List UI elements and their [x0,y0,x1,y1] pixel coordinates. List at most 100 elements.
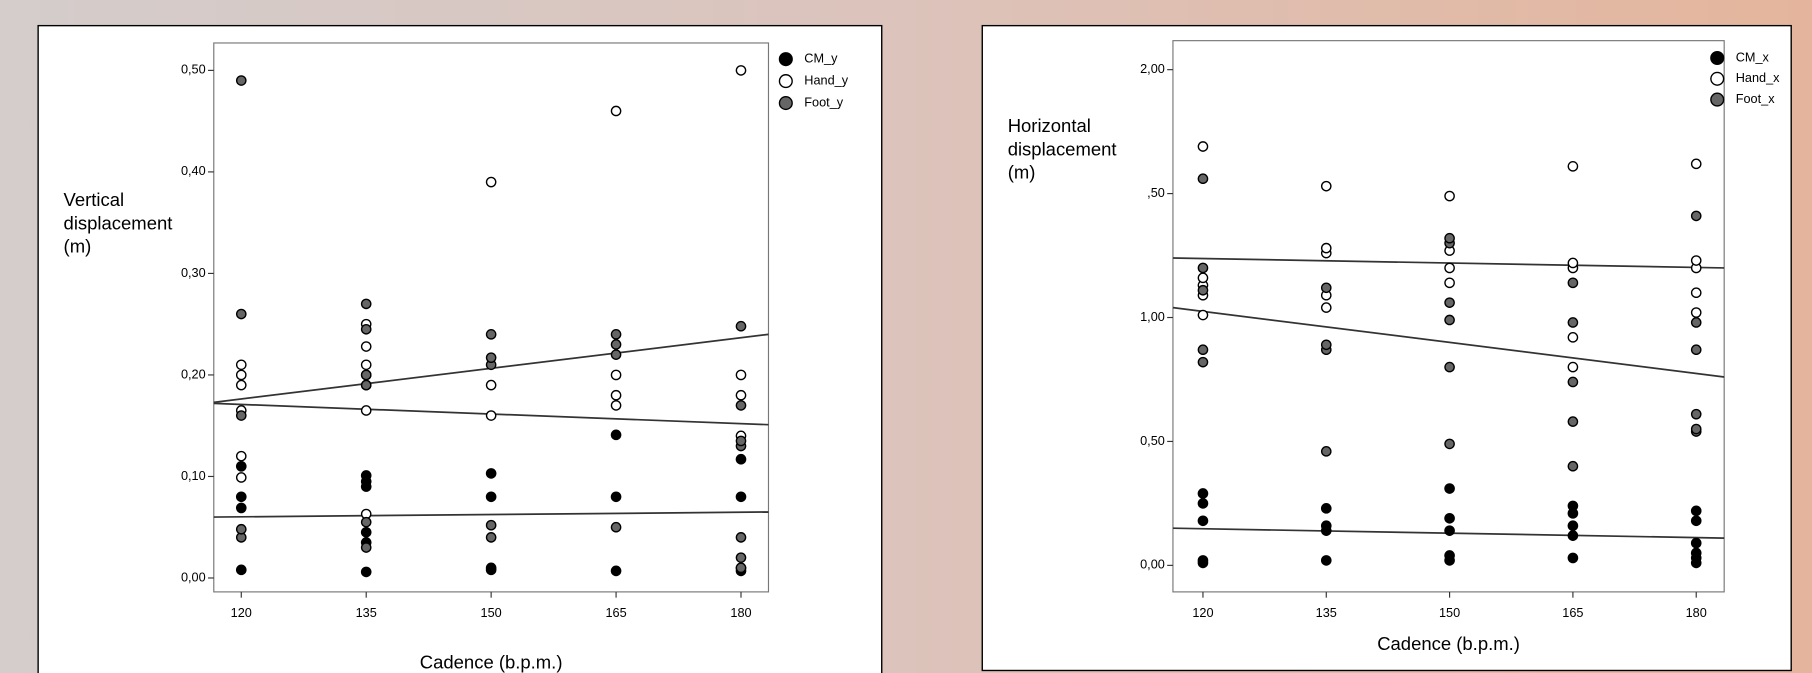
y-axis-title: (m) [64,235,92,256]
data-point [1197,284,1209,296]
x-tick-label: 165 [605,605,626,620]
data-point [610,521,622,533]
data-point [235,460,247,472]
x-axis-title: Cadence (b.p.m.) [1377,633,1520,654]
x-tick-label: 150 [1439,605,1460,620]
data-point [1444,483,1455,494]
data-point [1197,262,1209,274]
data-point [735,435,747,447]
data-point [1320,520,1332,532]
left-panel [37,24,883,673]
data-point [1690,317,1702,328]
y-axis-title: Vertical [64,189,125,210]
data-point [1567,376,1579,388]
data-point [1197,344,1209,356]
data-point [360,542,372,553]
data-point [360,470,372,481]
data-point [1197,488,1209,499]
y-tick-label: 0,50 [1140,433,1165,448]
data-point [1444,512,1455,524]
data-point [735,389,747,401]
x-tick-label: 120 [1192,605,1213,620]
data-point [610,565,622,577]
data-point [735,552,747,563]
data-point [1320,302,1332,313]
plot-frame [1172,40,1725,593]
data-point [610,329,622,340]
data-point [1690,515,1702,527]
data-point [235,308,247,320]
data-point [360,405,372,416]
y-axis-title: displacement [64,212,173,233]
data-point [1567,161,1579,172]
data-point [1567,317,1579,328]
data-point [1690,505,1702,517]
data-point [1444,550,1455,561]
data-point [1567,460,1579,472]
data-point [1320,339,1332,351]
legend-label: Foot_y [804,94,843,109]
y-tick-label: ,50 [1147,185,1165,200]
x-tick-label: 180 [730,605,751,620]
data-point [1197,498,1209,509]
data-point [360,526,372,538]
data-point [1197,356,1209,368]
data-point [735,491,747,503]
data-point [360,379,372,391]
data-point [485,519,497,531]
y-tick-label: 0,20 [181,366,206,381]
data-point [1444,525,1455,536]
data-point [1690,344,1702,356]
data-point [1690,423,1702,435]
data-point [735,453,747,465]
data-point [1690,537,1702,549]
data-point [360,369,372,381]
data-point [1567,500,1579,512]
data-point [1197,515,1209,527]
data-point [1690,255,1702,266]
data-point [610,491,622,503]
x-axis-title: Cadence (b.p.m.) [420,651,563,672]
data-point [1197,173,1209,185]
data-point [1320,555,1332,566]
data-point [360,359,372,371]
x-tick-label: 120 [231,605,252,620]
data-point [1444,277,1455,289]
data-point [235,523,247,535]
legend-marker [778,52,793,67]
legend-marker [1710,92,1725,107]
data-point [485,491,497,503]
data-point [735,562,747,574]
y-tick-label: 0,10 [181,468,206,483]
legend-label: CM_x [1736,49,1770,64]
data-point [1444,314,1455,326]
data-point [1197,272,1209,284]
data-point [235,491,247,503]
data-point [1197,141,1209,152]
x-tick-label: 180 [1686,605,1707,620]
data-point [735,320,747,332]
data-point [1444,297,1455,308]
data-point [1320,242,1332,254]
right-panel [981,24,1792,672]
data-point [610,400,622,411]
data-point [1690,158,1702,170]
data-point [610,369,622,381]
data-point [485,410,497,421]
legend-label: Foot_x [1736,91,1775,106]
data-point [1320,180,1332,192]
data-point [360,323,372,335]
data-point [1444,262,1455,274]
data-point [1690,307,1702,318]
data-point [610,339,622,350]
data-point [1320,282,1332,294]
x-tick-label: 165 [1562,605,1583,620]
data-point [485,532,497,543]
legend-label: Hand_x [1736,70,1780,85]
data-point [235,359,247,371]
legend-marker [1710,50,1725,66]
y-tick-label: 1,00 [1140,309,1165,324]
x-tick-label: 135 [356,605,377,620]
data-point [1567,277,1579,289]
